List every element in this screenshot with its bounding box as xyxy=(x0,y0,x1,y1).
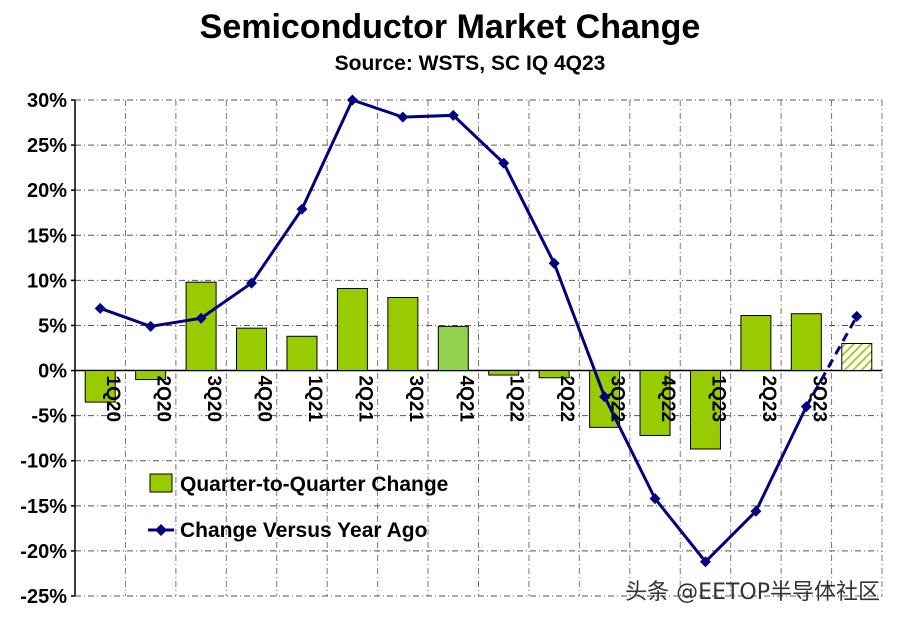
bar xyxy=(135,370,167,381)
x-tick-label: 2Q23 xyxy=(758,376,779,422)
x-tick-label: 1Q22 xyxy=(506,376,527,422)
y-tick-label: 5% xyxy=(38,315,67,337)
data-point xyxy=(145,320,157,332)
x-tick-label: 1Q20 xyxy=(102,376,123,422)
data-point xyxy=(447,109,459,121)
y-tick-label: 25% xyxy=(27,135,67,157)
data-point xyxy=(548,257,560,269)
x-tick-label: 1Q23 xyxy=(707,376,728,422)
data-point xyxy=(296,203,308,215)
bar xyxy=(740,315,772,372)
bar xyxy=(236,327,268,372)
legend-swatch-marker xyxy=(155,524,167,536)
data-point xyxy=(750,505,762,517)
data-point xyxy=(851,310,863,322)
y-tick-label: -20% xyxy=(20,541,67,563)
y-tick-label: -5% xyxy=(31,406,67,428)
x-tick-label: 4Q20 xyxy=(254,376,275,422)
legend-label: Quarter-to-Quarter Change xyxy=(180,473,448,496)
bar xyxy=(387,296,419,372)
x-tick-label: 3Q20 xyxy=(203,376,224,422)
watermark-text: 头条 @EETOP半导体社区 xyxy=(625,580,880,605)
bar xyxy=(488,370,520,376)
bar xyxy=(437,325,469,372)
x-tick-label: 2Q22 xyxy=(556,376,577,422)
y-tick-label: 10% xyxy=(27,270,67,292)
chart-subtitle: Source: WSTS, SC IQ 4Q23 xyxy=(334,52,606,75)
bar xyxy=(286,335,318,372)
data-point xyxy=(800,401,812,413)
x-tick-label: 4Q21 xyxy=(455,376,476,423)
data-point xyxy=(94,302,106,314)
x-tick-label: 2Q21 xyxy=(354,376,375,423)
data-point xyxy=(246,277,258,289)
x-tick-label: 2Q20 xyxy=(153,376,174,422)
data-point xyxy=(599,391,611,403)
data-point xyxy=(498,157,510,169)
y-tick-label: 30% xyxy=(27,90,67,112)
legend-swatch-bar xyxy=(149,473,173,493)
bar xyxy=(841,342,873,372)
chart-title: Semiconductor Market Change xyxy=(199,8,701,46)
y-tick-label: -10% xyxy=(20,451,67,473)
x-tick-label: 3Q21 xyxy=(405,376,426,423)
series-line-forecast xyxy=(805,315,859,408)
data-point xyxy=(195,312,207,324)
bar xyxy=(639,370,671,436)
x-tick-label: 1Q21 xyxy=(304,376,325,423)
x-tick-label: 4Q22 xyxy=(657,376,678,422)
data-point xyxy=(397,111,409,123)
bar xyxy=(185,281,217,372)
y-tick-label: 20% xyxy=(27,180,67,202)
bar xyxy=(336,287,368,372)
bar xyxy=(689,370,721,450)
y-tick-label: -25% xyxy=(20,586,67,608)
data-point xyxy=(699,556,711,568)
bar xyxy=(790,313,822,372)
bar xyxy=(84,370,116,403)
data-point xyxy=(649,493,661,505)
bar xyxy=(538,370,570,379)
x-tick-label: 3Q22 xyxy=(607,376,628,422)
y-tick-label: 15% xyxy=(27,225,67,247)
data-point xyxy=(346,94,358,106)
x-tick-label: 3Q23 xyxy=(808,376,829,422)
legend-label: Change Versus Year Ago xyxy=(180,519,427,542)
y-tick-label: -15% xyxy=(20,496,67,518)
y-tick-label: 0% xyxy=(38,361,67,383)
